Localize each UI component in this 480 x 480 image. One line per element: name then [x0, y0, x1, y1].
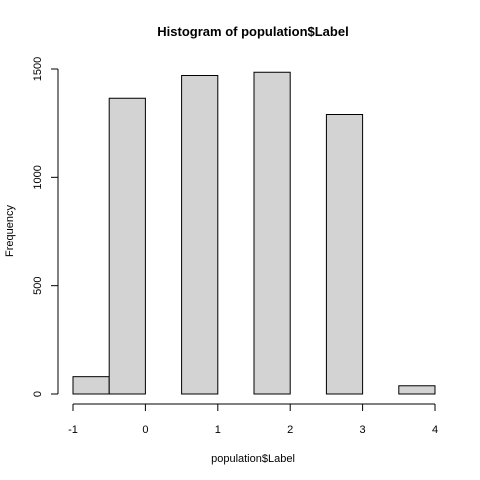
- histogram-bar-1: [108, 97, 146, 395]
- x-axis-label: population$Label: [211, 453, 295, 465]
- bars-group: [72, 71, 436, 395]
- x-tick-label-5: 4: [432, 424, 438, 436]
- histogram-bar-9: [398, 385, 436, 395]
- histogram-bar-5: [253, 71, 291, 395]
- y-tick-label-1: 500: [32, 276, 44, 294]
- histogram-bar-3: [181, 75, 219, 395]
- x-tick-label-4: 3: [360, 424, 366, 436]
- y-axis-label: Frequency: [4, 205, 16, 257]
- y-tick-label-3: 1500: [32, 57, 44, 81]
- x-axis: -1 0 1 2 3 4: [68, 403, 438, 436]
- y-tick-label-2: 1000: [32, 165, 44, 189]
- x-tick-label-3: 2: [287, 424, 293, 436]
- x-tick-label-1: 0: [142, 424, 148, 436]
- y-axis: 0 500 1000 1500: [32, 57, 59, 397]
- y-tick-label-0: 0: [32, 391, 44, 397]
- x-tick-label-2: 1: [215, 424, 221, 436]
- x-tick-label-0: -1: [68, 424, 78, 436]
- histogram-bar-0: [72, 376, 110, 395]
- histogram-bar-7: [325, 114, 364, 395]
- chart-title: Histogram of population$Label: [157, 24, 348, 39]
